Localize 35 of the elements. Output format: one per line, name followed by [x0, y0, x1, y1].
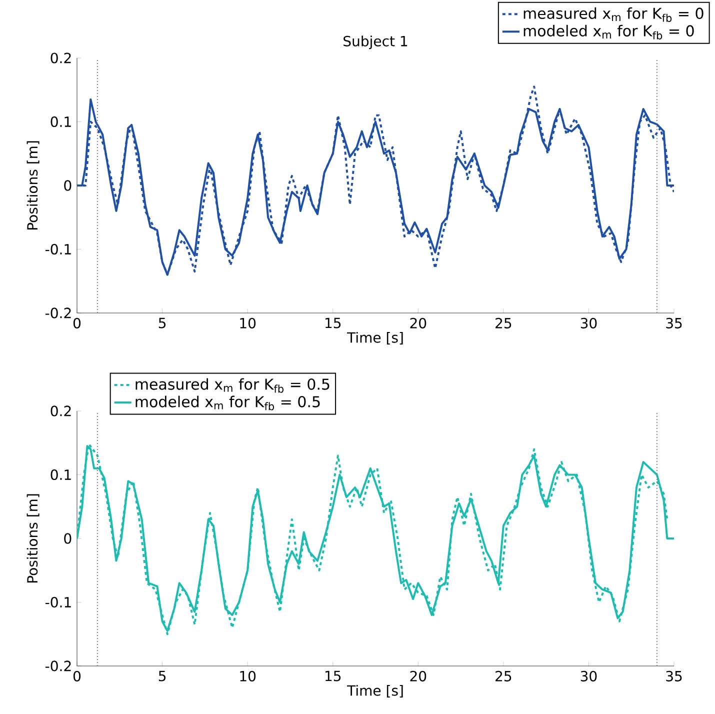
y-tick-label: 0: [64, 533, 72, 544]
x-axis-title: Time [s]: [346, 332, 403, 344]
x-tick-label: 10: [240, 318, 256, 328]
legend-label: measured x$_{m}$ for K$_{fb}$ = 0.5: [136, 378, 330, 393]
legend-label: modeled x$_{m}$ for K$_{fb}$ = 0: [524, 24, 694, 40]
x-tick-label: 20: [410, 318, 426, 328]
y-tick-label: -0.1: [46, 244, 71, 255]
x-tick-label: 5: [158, 670, 166, 682]
chart-title: Subject 1: [344, 36, 408, 50]
y-axis-title: Positions [m]: [26, 494, 40, 583]
y-tick-label: 0.1: [50, 469, 71, 480]
x-tick-label: 15: [325, 670, 341, 682]
x-axis-title: Time [s]: [346, 684, 403, 698]
x-tick-label: 30: [580, 670, 597, 682]
legend-label: measured x$_{m}$ for K$_{fb}$ = 0: [524, 7, 704, 22]
x-tick-label: 5: [158, 318, 166, 328]
y-tick-label: 0.2: [50, 52, 71, 64]
x-tick-label: 0: [73, 318, 81, 328]
x-tick-label: 35: [666, 670, 682, 682]
x-tick-label: 20: [410, 670, 426, 682]
x-tick-label: 0: [73, 670, 81, 682]
y-tick-label: -0.1: [46, 596, 71, 608]
x-tick-label: 10: [240, 670, 256, 682]
y-axis-title: Positions [m]: [26, 141, 40, 230]
x-tick-label: 25: [496, 670, 512, 682]
x-tick-label: 15: [325, 318, 341, 328]
y-tick-label: -0.2: [46, 308, 71, 318]
x-tick-label: 25: [496, 318, 512, 328]
y-tick-label: 0.1: [50, 116, 71, 128]
legend-label: modeled x$_{m}$ for K$_{fb}$ = 0.5: [136, 396, 320, 410]
x-tick-label: 35: [666, 318, 682, 328]
y-tick-label: 0: [64, 180, 72, 191]
y-tick-label: -0.2: [46, 660, 71, 672]
y-tick-label: 0.2: [50, 406, 71, 416]
x-tick-label: 30: [580, 318, 597, 328]
